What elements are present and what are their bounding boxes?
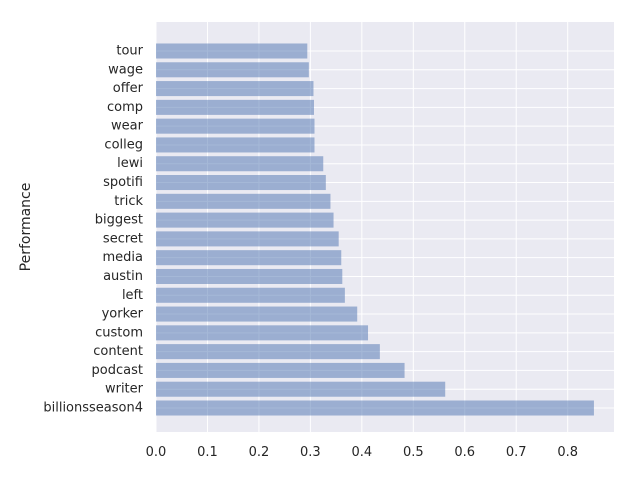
- bar-lewi: [156, 156, 324, 172]
- y-tick-label: custom: [95, 325, 143, 340]
- x-tick-label: 0.5: [403, 445, 424, 460]
- x-tick-label: 0.6: [454, 445, 475, 460]
- y-tick-label: lewi: [117, 156, 143, 171]
- y-tick-label: biggest: [95, 213, 143, 228]
- y-tick-label: content: [93, 344, 143, 359]
- bar-custom: [156, 325, 369, 341]
- y-tick-label: wage: [108, 62, 143, 77]
- bar-yorker: [156, 306, 358, 322]
- y-tick-label: billionsseason4: [43, 401, 143, 416]
- y-tick-label: secret: [103, 231, 143, 246]
- y-axis-label: Performance: [18, 183, 34, 272]
- y-tick-label: spotifi: [103, 175, 143, 190]
- x-tick-label: 0.0: [146, 445, 167, 460]
- y-tick-label: trick: [114, 194, 143, 209]
- bar-wage: [156, 62, 309, 78]
- y-tick-label: yorker: [102, 307, 144, 322]
- y-tick-label: left: [122, 288, 143, 303]
- bar-biggest: [156, 212, 334, 228]
- bar-comp: [156, 99, 314, 115]
- y-tick-label: offer: [113, 81, 144, 96]
- y-tick-labels: tour wage offer comp wear colleg lewi spotifi tr…: [43, 44, 143, 416]
- y-tick-label: tour: [116, 44, 143, 59]
- x-tick-labels: 0.0 0.1 0.2 0.3 0.4 0.5 0.6 0.7 0.8: [146, 445, 578, 460]
- bar-wear: [156, 118, 315, 134]
- bar-secret: [156, 231, 339, 247]
- bar-billionsseason4: [156, 400, 594, 416]
- x-tick-label: 0.3: [300, 445, 321, 460]
- y-tick-label: podcast: [92, 363, 143, 378]
- y-tick-label: media: [103, 250, 144, 265]
- x-tick-label: 0.4: [351, 445, 372, 460]
- bar-trick: [156, 193, 331, 209]
- bar-writer: [156, 381, 446, 397]
- y-tick-label: writer: [105, 382, 144, 397]
- bar-podcast: [156, 362, 405, 378]
- bar-left: [156, 287, 345, 303]
- bar-media: [156, 250, 342, 266]
- bar-offer: [156, 81, 314, 97]
- x-tick-label: 0.1: [197, 445, 218, 460]
- x-tick-label: 0.2: [249, 445, 270, 460]
- bar-austin: [156, 268, 343, 284]
- bars: [156, 43, 594, 416]
- x-tick-label: 0.7: [506, 445, 527, 460]
- y-tick-label: wear: [111, 119, 144, 134]
- y-tick-label: colleg: [104, 137, 143, 152]
- y-tick-label: comp: [107, 100, 143, 115]
- bar-tour: [156, 43, 308, 59]
- bar-content: [156, 344, 380, 360]
- y-tick-label: austin: [103, 269, 143, 284]
- bar-spotifi: [156, 175, 326, 191]
- x-tick-label: 0.8: [557, 445, 578, 460]
- bar-colleg: [156, 137, 315, 153]
